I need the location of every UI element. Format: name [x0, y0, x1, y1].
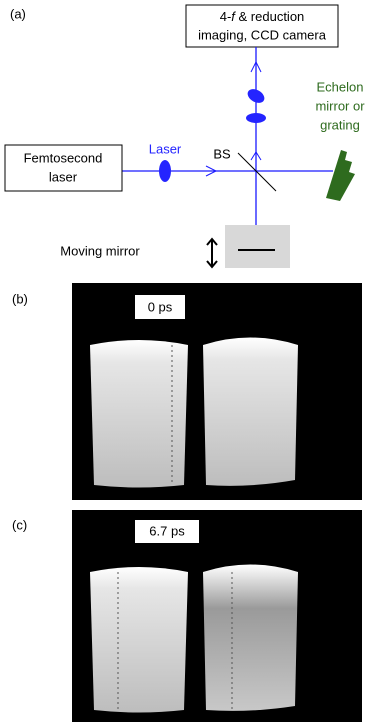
- echelon-label: Echelon: [317, 79, 364, 94]
- sample: [203, 565, 298, 711]
- beam-splitter: [238, 153, 276, 191]
- echelon-mirror: [326, 150, 355, 201]
- time-label: 0 ps: [148, 299, 173, 314]
- lens: [246, 113, 266, 123]
- camera-label: imaging, CCD camera: [198, 27, 327, 42]
- splitter-label: BS: [213, 146, 231, 161]
- panel-label: (c): [12, 517, 27, 532]
- text-part: & reduction: [235, 9, 304, 24]
- echelon-label: mirror or: [315, 98, 365, 113]
- source-label: Femtosecond: [24, 150, 103, 165]
- double-arrow: [207, 239, 217, 267]
- panel-label: (b): [12, 291, 28, 306]
- text-part: 4-: [220, 9, 232, 24]
- laser-label: Laser: [149, 141, 182, 156]
- mirror-label: Moving mirror: [60, 243, 140, 258]
- echelon-label: grating: [320, 117, 360, 132]
- time-label: 6.7 ps: [149, 523, 185, 538]
- panel-label: (a): [10, 6, 26, 21]
- lens: [159, 160, 171, 182]
- figure: (a) 4-f & reduction imaging, CCD camera …: [0, 0, 372, 722]
- sample: [90, 340, 188, 488]
- mirror-stage: [225, 225, 290, 268]
- source-label: laser: [49, 169, 78, 184]
- sample: [90, 567, 188, 713]
- sample: [203, 338, 298, 486]
- camera-label: 4-f & reduction: [220, 9, 305, 24]
